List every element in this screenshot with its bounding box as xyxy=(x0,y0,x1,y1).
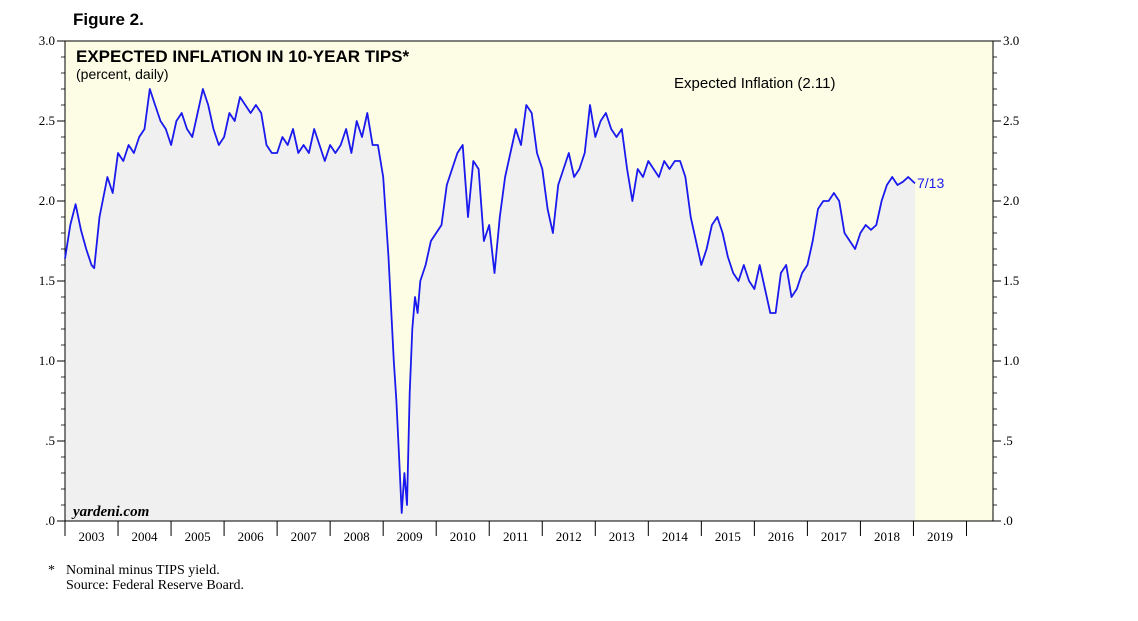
x-tick-label: 2017 xyxy=(821,529,848,544)
y-tick-label-right: 2.0 xyxy=(1003,193,1019,208)
series-legend-label: Expected Inflation (2.11) xyxy=(674,75,835,92)
series-line xyxy=(64,88,916,514)
y-axis-right: .0 .5 1.0 1.5 2.0 2.5 3.0 xyxy=(993,33,1019,528)
y-tick-label-left: 1.0 xyxy=(39,353,55,368)
y-tick-label-right: 1.5 xyxy=(1003,273,1019,288)
x-tick-label: 2012 xyxy=(556,529,582,544)
y-tick-label-left: 2.5 xyxy=(39,113,55,128)
chart-subtitle: (percent, daily) xyxy=(76,66,169,82)
x-tick-label: 2008 xyxy=(344,529,370,544)
y-tick-label-left: 2.0 xyxy=(39,193,55,208)
y-tick-label-left: .0 xyxy=(45,513,55,528)
series-area-fill xyxy=(65,89,915,521)
y-tick-label-left: 1.5 xyxy=(39,273,55,288)
x-axis: 2003 2004 2005 2006 2007 2008 2009 2010 2011 2012… xyxy=(64,521,967,544)
x-tick-label: 2004 xyxy=(132,529,159,544)
footnote-source: Source: Federal Reserve Board. xyxy=(66,578,245,593)
y-tick-label-right: .0 xyxy=(1003,513,1013,528)
y-tick-label-right: 3.0 xyxy=(1003,33,1019,48)
watermark-text: yardeni.com xyxy=(71,504,149,520)
x-tick-label: 2016 xyxy=(768,529,795,544)
x-tick-label: 2007 xyxy=(291,529,318,544)
y-tick-label-right: .5 xyxy=(1003,433,1013,448)
x-tick-label: 2003 xyxy=(79,529,105,544)
y-tick-label-left: .5 xyxy=(45,433,55,448)
y-axis-left: .0 .5 1.0 1.5 2.0 2.5 3.0 xyxy=(39,33,65,528)
x-tick-label: 2011 xyxy=(503,529,529,544)
x-tick-label: 2013 xyxy=(609,529,635,544)
x-tick-label: 2006 xyxy=(238,529,265,544)
footnote-asterisk: * xyxy=(48,563,55,578)
chart-title: EXPECTED INFLATION IN 10-YEAR TIPS* xyxy=(76,47,410,66)
x-tick-label: 2015 xyxy=(715,529,741,544)
x-tick-label: 2010 xyxy=(450,529,476,544)
chart: .0.51.01.52.02.53.0 .0.51.01.52.02.53.0 … xyxy=(39,33,1020,544)
series-end-label: 7/13 xyxy=(917,175,944,191)
y-tick-label-right: 1.0 xyxy=(1003,353,1019,368)
y-tick-label-left: 3.0 xyxy=(39,33,55,48)
footnote-note: Nominal minus TIPS yield. xyxy=(66,563,220,578)
x-tick-label: 2005 xyxy=(185,529,211,544)
x-tick-label: 2014 xyxy=(662,529,689,544)
figure-label: Figure 2. xyxy=(73,10,144,29)
x-tick-label: 2019 xyxy=(927,529,953,544)
x-tick-label: 2018 xyxy=(874,529,900,544)
x-tick-label: 2009 xyxy=(397,529,423,544)
y-tick-label-right: 2.5 xyxy=(1003,113,1019,128)
